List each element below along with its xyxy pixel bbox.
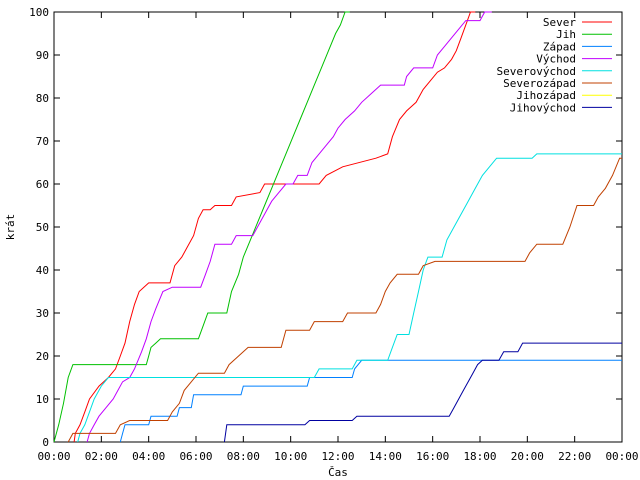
- series-line-Západ: [119, 359, 622, 443]
- y-tick-label: 0: [42, 436, 49, 449]
- x-tick-label: 00:00: [605, 450, 638, 463]
- x-tick-label: 22:00: [558, 450, 591, 463]
- x-tick-label: 20:00: [511, 450, 544, 463]
- x-tick-label: 16:00: [416, 450, 449, 463]
- y-tick-label: 50: [36, 221, 49, 234]
- x-tick-label: 08:00: [227, 450, 260, 463]
- x-axis-label: Čas: [328, 466, 348, 479]
- legend-label: Východ: [536, 53, 576, 66]
- legend-label: Jihozápad: [516, 89, 576, 102]
- y-tick-label: 40: [36, 264, 49, 277]
- y-tick-label: 80: [36, 92, 49, 105]
- legend-label: Jih: [556, 28, 576, 41]
- legend-label: Sever: [543, 16, 576, 29]
- y-tick-label: 20: [36, 350, 49, 363]
- series-line-Sever: [73, 11, 476, 443]
- x-tick-label: 06:00: [179, 450, 212, 463]
- series-line-Východ: [86, 11, 492, 443]
- legend-label: Severovýchod: [497, 65, 576, 78]
- x-tick-label: 10:00: [274, 450, 307, 463]
- series-line-Jihovýchod: [223, 342, 622, 443]
- legend-label: Západ: [543, 40, 576, 53]
- y-tick-label: 60: [36, 178, 49, 191]
- legend-label: Severozápad: [503, 77, 576, 90]
- legend: SeverJihZápadVýchodSeverovýchodSeverozáp…: [497, 16, 612, 114]
- x-tick-label: 18:00: [463, 450, 496, 463]
- x-tick-label: 12:00: [321, 450, 354, 463]
- legend-label: Jihovýchod: [510, 101, 576, 114]
- y-tick-label: 30: [36, 307, 49, 320]
- x-tick-label: 04:00: [132, 450, 165, 463]
- y-tick-label: 100: [29, 6, 49, 19]
- x-tick-label: 14:00: [369, 450, 402, 463]
- series-line-Jih: [53, 11, 350, 443]
- y-tick-label: 10: [36, 393, 49, 406]
- y-axis-label: krát: [4, 214, 17, 241]
- series-line-Severovýchod: [77, 153, 622, 443]
- x-tick-label: 00:00: [37, 450, 70, 463]
- series-group: [53, 11, 622, 443]
- axis-ticks: 00:00 02:00 04:00 06:00 08:00 10:00 12:00 14:00…: [29, 6, 638, 463]
- x-tick-label: 02:00: [85, 450, 118, 463]
- y-tick-label: 70: [36, 135, 49, 148]
- y-tick-label: 90: [36, 49, 49, 62]
- series-line-Severozápad: [67, 157, 622, 443]
